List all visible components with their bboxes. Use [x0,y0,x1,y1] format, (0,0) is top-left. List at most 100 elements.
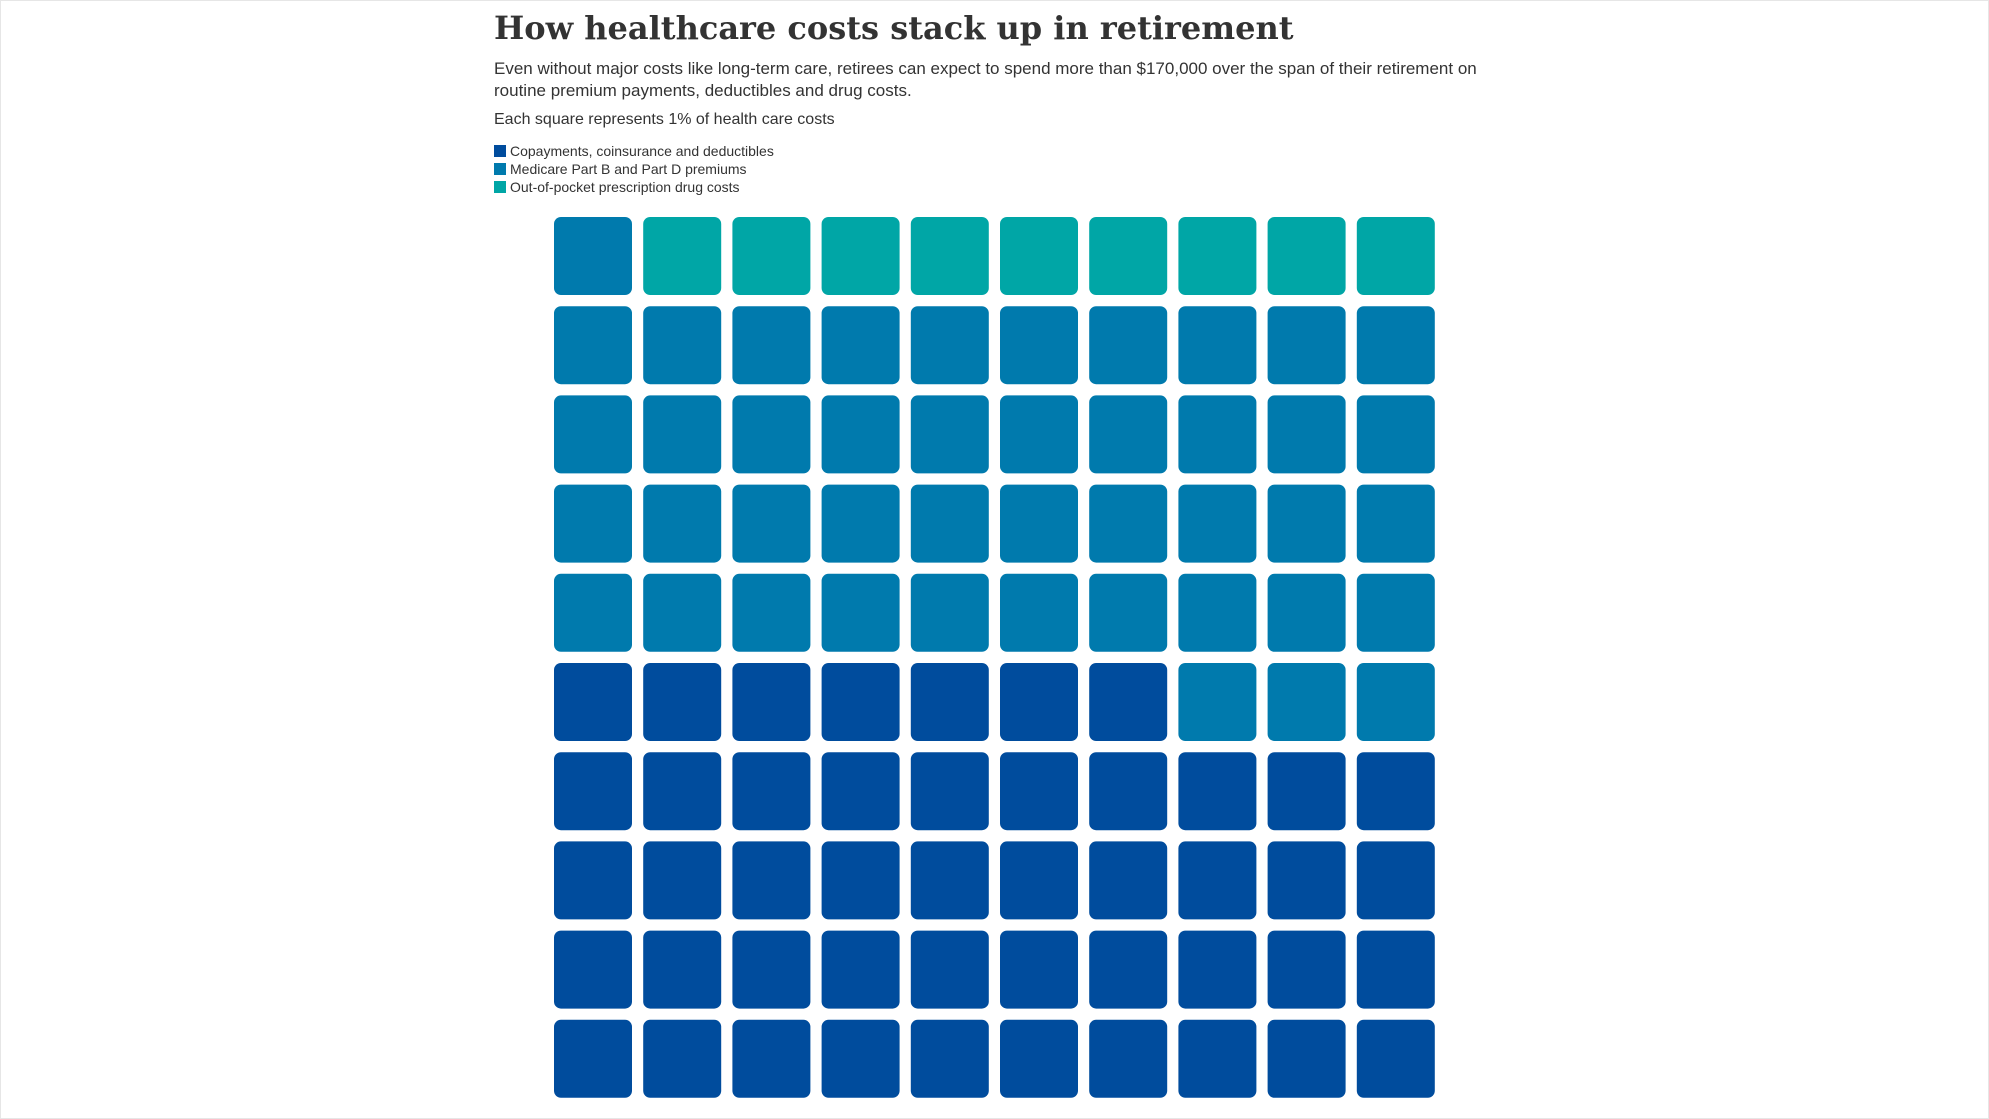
waffle-square [1356,663,1435,741]
waffle-square [1089,1019,1168,1098]
waffle-square [1356,573,1435,652]
waffle-square [1356,217,1435,295]
legend-item-copayments: Copayments, coinsurance and deductibles [494,142,1504,160]
waffle-square [732,841,811,920]
waffle-square [643,752,722,831]
waffle-square [1089,395,1168,474]
waffle-square [643,395,722,474]
waffle-square [1267,841,1346,920]
legend-label: Medicare Part B and Part D premiums [510,161,747,177]
waffle-square [821,752,900,831]
waffle-square [821,573,900,652]
legend: Copayments, coinsurance and deductibles … [494,142,1504,196]
waffle-square [1000,306,1078,385]
waffle-square [1178,663,1257,741]
waffle-square [910,930,989,1009]
waffle-square [1178,1019,1257,1098]
legend-item-drug-costs: Out-of-pocket prescription drug costs [494,178,1504,196]
waffle-square [1356,930,1435,1009]
waffle-square [554,484,632,563]
waffle-square [1356,752,1435,831]
waffle-square [643,841,722,920]
waffle-square [643,484,722,563]
waffle-square [732,395,811,474]
waffle-square [1267,1019,1346,1098]
waffle-square [1178,841,1257,920]
legend-swatch [494,163,506,175]
waffle-square [732,573,811,652]
waffle-square [554,395,632,474]
waffle-square [910,573,989,652]
waffle-square [643,573,722,652]
waffle-square [1089,841,1168,920]
waffle-square [1178,930,1257,1009]
waffle-square [643,930,722,1009]
waffle-square [554,1019,632,1098]
waffle-square [1178,306,1257,385]
chart-title: How healthcare costs stack up in retirem… [494,9,1294,47]
waffle-square [821,663,900,741]
waffle-square [1267,573,1346,652]
waffle-square [643,217,722,295]
waffle-square [732,752,811,831]
waffle-square [1000,930,1078,1009]
waffle-square [643,1019,722,1098]
chart-note: Each square represents 1% of health care… [494,111,835,128]
waffle-square [554,752,632,831]
waffle-square [554,573,632,652]
waffle-square [1000,752,1078,831]
waffle-square [1089,752,1168,831]
waffle-square [1267,484,1346,563]
waffle-square [1267,217,1346,295]
waffle-chart [554,217,1436,1099]
waffle-square [1267,395,1346,474]
waffle-square [1267,306,1346,385]
waffle-square [910,1019,989,1098]
waffle-square [1000,663,1078,741]
waffle-svg [554,217,1435,1098]
chart-header: How healthcare costs stack up in retirem… [494,6,1504,196]
waffle-square [910,841,989,920]
legend-label: Out-of-pocket prescription drug costs [510,179,740,195]
waffle-square [910,484,989,563]
waffle-square [1089,306,1168,385]
waffle-square [910,306,989,385]
waffle-square [732,484,811,563]
waffle-square [1000,484,1078,563]
legend-swatch [494,181,506,193]
waffle-square [1356,395,1435,474]
waffle-square [1356,306,1435,385]
waffle-square [643,306,722,385]
waffle-square [821,484,900,563]
waffle-square [910,752,989,831]
waffle-square [732,663,811,741]
waffle-square [1000,217,1078,295]
chart-subtitle: Even without major costs like long-term … [494,59,1477,100]
waffle-square [821,930,900,1009]
waffle-square [1178,573,1257,652]
waffle-square [1267,930,1346,1009]
waffle-square [554,663,632,741]
legend-label: Copayments, coinsurance and deductibles [510,143,774,159]
waffle-square [732,1019,811,1098]
waffle-square [1356,1019,1435,1098]
waffle-square [821,395,900,474]
waffle-square [643,663,722,741]
waffle-square [1178,752,1257,831]
waffle-square [1089,573,1168,652]
waffle-square [554,306,632,385]
waffle-square [910,395,989,474]
waffle-square [1178,484,1257,563]
waffle-square [1178,395,1257,474]
legend-item-premiums: Medicare Part B and Part D premiums [494,160,1504,178]
waffle-square [1089,217,1168,295]
waffle-square [1089,663,1168,741]
waffle-square [1000,395,1078,474]
waffle-square [1267,752,1346,831]
waffle-square [1000,1019,1078,1098]
waffle-square [1267,663,1346,741]
waffle-square [1178,217,1257,295]
waffle-square [910,663,989,741]
waffle-square [821,217,900,295]
waffle-square [732,217,811,295]
